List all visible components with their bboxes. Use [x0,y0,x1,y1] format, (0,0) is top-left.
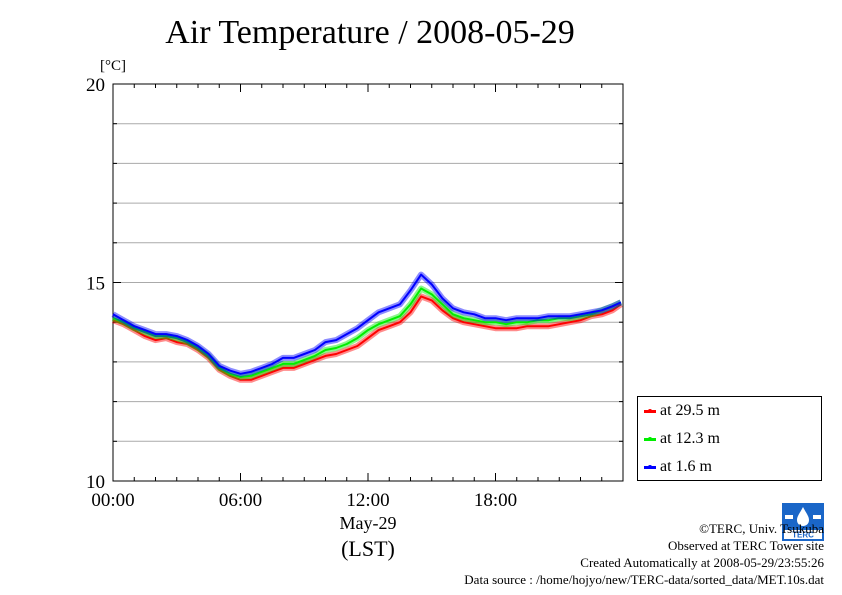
legend: at 29.5 m at 12.3 m at 1.6 m [637,396,822,481]
legend-swatch-29-5m [644,408,656,413]
legend-item-1-6m: at 1.6 m [644,457,712,477]
legend-label-12-3m: at 12.3 m [660,430,720,447]
legend-item-12-3m: at 12.3 m [644,429,720,449]
x-tick-label: 06:00 [219,490,262,511]
legend-swatch-1-6m [644,464,656,469]
x-axis-unit-label: (LST) [341,536,395,561]
created-text: Created Automatically at 2008-05-29/23:5… [580,555,824,570]
series-line-0 [112,295,622,381]
y-unit-label: [°C] [100,58,126,74]
series-line-2 [112,273,622,375]
x-tick-label: 12:00 [346,490,389,511]
source-text: Data source : /home/hojyo/new/TERC-data/… [464,572,824,587]
logo-text: TERC [792,531,814,540]
x-tick-label: 00:00 [91,490,134,511]
y-tick-label: 10 [86,472,105,493]
chart-title: Air Temperature / 2008-05-29 [165,14,575,51]
copyright-text: ©TERC, Univ. Tsukuba [699,521,824,536]
legend-label-29-5m: at 29.5 m [660,402,720,419]
x-axis-label: May-29 [340,513,397,533]
legend-item-29-5m: at 29.5 m [644,401,720,421]
series-halo-1 [111,285,623,380]
y-tick-label: 15 [86,274,105,295]
y-tick-label: 20 [86,75,105,96]
x-tick-label: 18:00 [474,490,517,511]
observed-text: Observed at TERC Tower site [667,538,824,553]
terc-logo: TERC [782,503,824,541]
legend-label-1-6m: at 1.6 m [660,458,712,475]
series-line-1 [112,287,622,378]
legend-swatch-12-3m [644,436,656,441]
